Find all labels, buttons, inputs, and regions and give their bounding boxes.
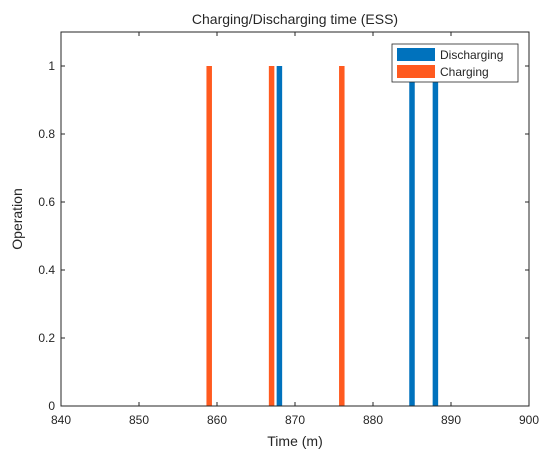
y-tick-label: 0 — [48, 399, 55, 413]
bar-charging-2 — [339, 66, 345, 406]
legend-swatch-charging — [397, 65, 435, 78]
x-axis-label: Time (m) — [267, 433, 322, 449]
y-tick-label: 0.2 — [38, 331, 55, 345]
bars-group — [206, 66, 439, 406]
y-tick-label: 0.8 — [38, 127, 55, 141]
chart-title: Charging/Discharging time (ESS) — [192, 11, 398, 27]
x-tick-label: 870 — [285, 413, 305, 427]
x-tick-label: 860 — [207, 413, 227, 427]
legend-label-charging: Charging — [440, 65, 489, 79]
x-tick-label: 850 — [129, 413, 149, 427]
y-tick-label: 1 — [48, 59, 55, 73]
bar-charging-0 — [206, 66, 212, 406]
y-tick-label: 0.4 — [38, 263, 55, 277]
legend-swatch-discharging — [397, 48, 435, 61]
x-tick-label: 890 — [441, 413, 461, 427]
y-tick-label: 0.6 — [38, 195, 55, 209]
x-axis-ticks: 840 850 860 870 880 890 900 — [51, 32, 539, 427]
legend: Discharging Charging — [391, 43, 519, 83]
x-tick-label: 900 — [519, 413, 539, 427]
bar-discharging-0 — [276, 66, 283, 406]
legend-label-discharging: Discharging — [440, 48, 503, 62]
bar-charging-1 — [268, 66, 275, 406]
x-tick-label: 880 — [363, 413, 383, 427]
y-axis-ticks: 0 0.2 0.4 0.6 0.8 1 — [38, 59, 529, 413]
x-tick-label: 840 — [51, 413, 71, 427]
bar-discharging-1 — [409, 66, 415, 406]
y-axis-label: Operation — [9, 188, 25, 249]
plot-background — [61, 32, 529, 406]
bar-discharging-2 — [432, 66, 439, 406]
